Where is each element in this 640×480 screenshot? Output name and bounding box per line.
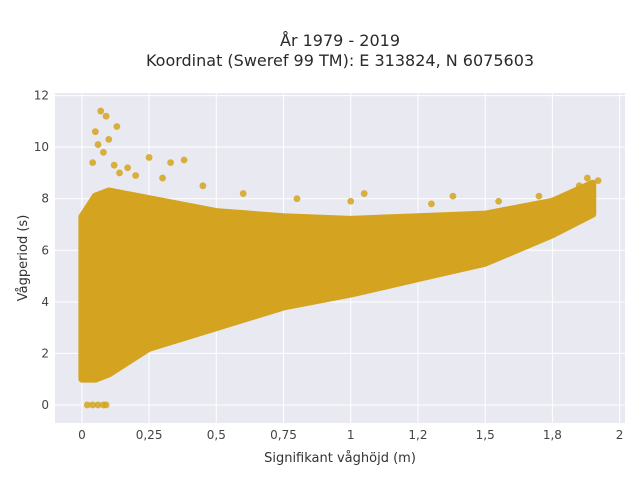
data-point-36	[145, 311, 153, 319]
data-point-25	[360, 190, 368, 197]
x-tick-label-0: 0	[78, 428, 86, 442]
data-point-30	[575, 182, 583, 190]
data-point-27	[449, 192, 457, 200]
data-point-32	[594, 177, 602, 185]
data-point-2	[94, 401, 102, 409]
y-tick-label-0: 0	[41, 398, 49, 412]
envelope-fill	[78, 179, 597, 383]
data-point-1	[89, 401, 97, 409]
data-point-21	[199, 182, 207, 190]
data-point-31	[583, 174, 591, 182]
y-tick-label-2: 4	[41, 295, 49, 309]
data-points	[81, 107, 602, 409]
data-point-39	[347, 272, 355, 280]
x-tick-label-5: 1,2	[408, 428, 427, 442]
y-tick-label-1: 2	[41, 346, 49, 360]
data-point-18	[116, 169, 123, 177]
data-point-17	[99, 148, 107, 156]
data-point-46	[454, 259, 462, 267]
chart-title-line-1: År 1979 - 2019	[280, 31, 400, 50]
data-point-14	[145, 154, 153, 161]
data-envelope	[78, 179, 597, 383]
data-point-6	[102, 112, 110, 120]
data-point-15	[167, 159, 175, 167]
data-point-4	[102, 401, 110, 409]
data-point-20	[159, 174, 166, 182]
y-axis-title: Vågperiod (s)	[16, 215, 31, 302]
x-tick-label-7: 1,8	[543, 428, 562, 442]
data-point-37	[212, 298, 220, 306]
data-point-45	[401, 275, 408, 283]
data-point-34	[86, 337, 94, 344]
data-point-19	[132, 172, 140, 179]
y-tick-label-5: 10	[34, 140, 49, 154]
data-point-9	[105, 136, 113, 143]
data-point-48	[186, 321, 193, 329]
data-point-42	[549, 221, 556, 228]
data-point-13	[124, 164, 131, 172]
data-point-35	[81, 370, 88, 378]
data-point-10	[94, 141, 102, 148]
x-tick-label-6: 1,5	[476, 428, 495, 442]
data-point-11	[89, 159, 97, 167]
y-tick-label-3: 6	[41, 243, 49, 257]
data-point-41	[481, 241, 489, 249]
data-point-47	[522, 236, 529, 244]
data-point-44	[320, 293, 328, 301]
data-point-28	[495, 197, 503, 205]
data-point-24	[347, 197, 355, 205]
data-point-16	[180, 156, 188, 164]
x-tick-label-8: 2	[616, 428, 624, 442]
data-point-43	[239, 313, 247, 321]
data-point-5	[97, 107, 105, 115]
x-tick-label-3: 0,75	[270, 428, 297, 442]
y-tick-label-4: 8	[41, 192, 49, 206]
x-tick-label-4: 1	[347, 428, 355, 442]
data-point-33	[83, 316, 91, 324]
data-point-22	[239, 190, 247, 197]
data-point-12	[110, 161, 118, 169]
data-point-8	[113, 123, 121, 130]
chart-title-line-2: Koordinat (Sweref 99 TM): E 313824, N 60…	[146, 51, 534, 70]
data-point-38	[280, 285, 287, 293]
x-axis-ticks: 0 0,25 0,5 0,75 1 1,2 1,5 1,8 2	[78, 428, 623, 442]
x-axis-title: Signifikant våghöjd (m)	[264, 451, 416, 466]
x-tick-label-1: 0,25	[136, 428, 163, 442]
data-point-7	[91, 128, 99, 136]
data-point-40	[414, 259, 422, 267]
data-point-23	[293, 195, 301, 203]
data-point-0	[83, 401, 91, 409]
grid-lines	[55, 93, 625, 423]
data-point-26	[428, 200, 435, 208]
y-tick-label-6: 12	[34, 89, 49, 103]
data-point-49	[118, 355, 126, 362]
data-point-29	[535, 192, 543, 200]
x-tick-label-2: 0,5	[207, 428, 226, 442]
y-axis-ticks: 0 2 4 6 8 10 12	[34, 89, 49, 412]
